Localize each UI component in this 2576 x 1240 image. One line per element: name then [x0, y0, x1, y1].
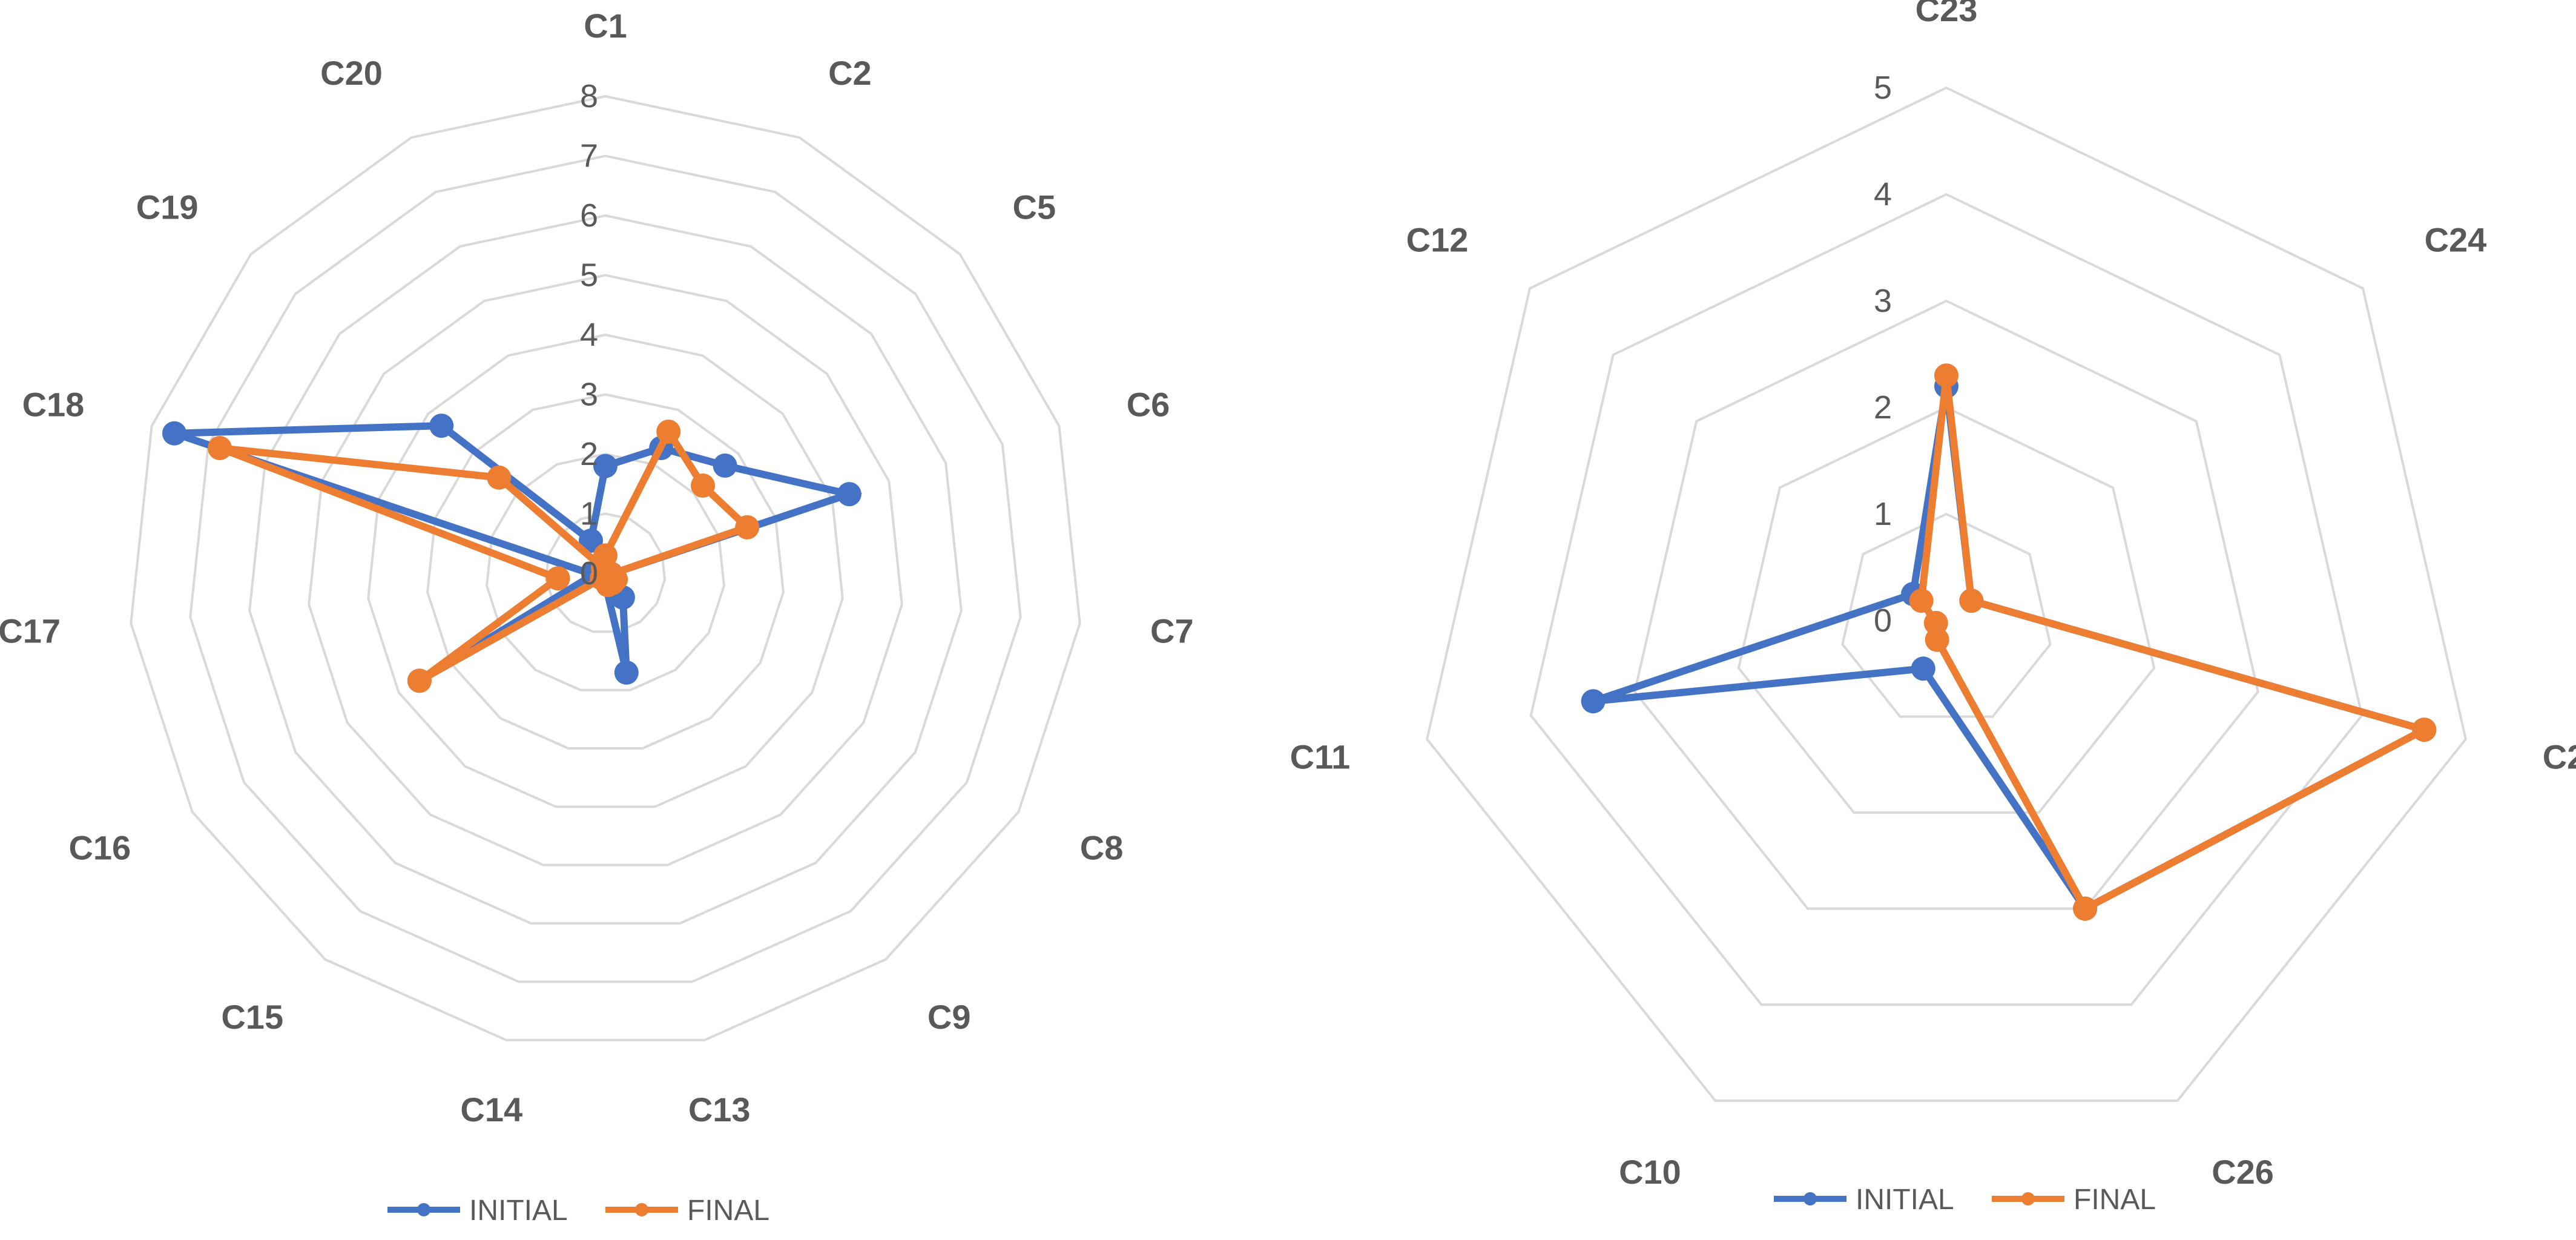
point-initial-c6: [837, 482, 861, 507]
point-initial-c18: [162, 421, 186, 446]
axis-label-c8: C8: [1080, 829, 1124, 867]
point-final-c17: [545, 566, 570, 591]
axis-label-c12: C12: [1406, 220, 1469, 259]
axis-label-c18: C18: [22, 385, 85, 423]
tick-label-8: 8: [580, 78, 598, 114]
point-final-c25: [2412, 717, 2437, 742]
tick-label-7: 7: [580, 138, 598, 174]
axis-label-c2: C2: [828, 54, 872, 92]
grid-ring-1: [544, 512, 667, 633]
axis-label-c16: C16: [68, 829, 131, 867]
legend-marker-final: [635, 1203, 648, 1216]
grid-ring-5: [1425, 86, 2468, 1102]
radar-ticks-right: 0 1 2 3 4 5: [1874, 70, 1892, 639]
tick-label-3: 3: [1874, 283, 1892, 319]
point-initial-c5: [713, 453, 737, 478]
radar-grid-left: [130, 94, 1081, 1041]
axis-label-c5: C5: [1013, 188, 1056, 226]
grid-ring-1: [1841, 512, 2052, 718]
axis-label-c20: C20: [320, 54, 383, 92]
tick-label-0: 0: [580, 555, 598, 592]
axis-label-c1: C1: [584, 7, 627, 45]
grid-ring-7: [189, 154, 1022, 983]
point-initial-c20: [579, 529, 603, 553]
point-final-c5: [691, 473, 715, 498]
grid-ring-4: [1529, 193, 2364, 1006]
point-final-c26: [2073, 896, 2098, 921]
radar-axis-labels-left: C1 C2 C5 C6 C7 C8 C9 C13 C14 C15 C16 C17 C18 C19 C20: [0, 7, 1194, 1129]
legend-label-initial: INITIAL: [1856, 1184, 1954, 1216]
tick-label-2: 2: [580, 436, 598, 472]
axis-label-c17: C17: [0, 612, 61, 650]
tick-label-5: 5: [1874, 70, 1892, 106]
legend-left: INITIAL FINAL: [387, 1195, 769, 1227]
axis-label-c11: C11: [1290, 738, 1351, 776]
point-final-c2: [656, 420, 681, 444]
grid-ring-2: [1737, 406, 2156, 814]
point-initial-c11: [1581, 689, 1606, 714]
axis-label-c24: C24: [2425, 220, 2487, 259]
radar-series-left: [162, 414, 863, 693]
point-final-c20: [591, 556, 615, 580]
tick-label-4: 4: [580, 317, 598, 353]
tick-label-3: 3: [580, 377, 598, 413]
point-final-c19: [487, 465, 512, 490]
legend-label-final: FINAL: [2074, 1184, 2156, 1216]
grid-ring-4: [367, 333, 844, 808]
point-initial-c10: [1911, 656, 1935, 681]
radar-grid-right: [1425, 86, 2468, 1102]
grid-ring-8: [130, 94, 1081, 1041]
legend-marker-final: [2021, 1192, 2035, 1205]
point-final-c16: [407, 668, 432, 693]
axis-label-c25: C25: [2543, 738, 2576, 776]
legend-label-initial: INITIAL: [469, 1195, 568, 1227]
radar-chart-right: 0 1 2 3 4 5 C23 C24 C25 C26 C10 C11 C12 INITIAL FIN…: [1290, 0, 2576, 1216]
grid-ring-3: [1633, 299, 2259, 910]
axis-label-c19: C19: [136, 188, 199, 226]
axis-label-c23: C23: [1916, 0, 1978, 28]
grid-ring-6: [248, 214, 963, 925]
axis-label-c10: C10: [1619, 1153, 1681, 1191]
tick-label-2: 2: [1874, 389, 1892, 426]
point-final-c24: [1959, 589, 1984, 613]
point-final-c23: [1934, 363, 1958, 388]
tick-label-6: 6: [580, 197, 598, 234]
axis-label-c6: C6: [1127, 385, 1170, 423]
point-final-c11: [1923, 610, 1948, 635]
radar-axis-labels-right: C23 C24 C25 C26 C10 C11 C12: [1290, 0, 2576, 1191]
radar-series-right: [1581, 363, 2437, 921]
point-initial-c13: [614, 660, 639, 685]
legend-marker-initial: [1804, 1192, 1817, 1205]
axis-label-c15: C15: [221, 998, 283, 1036]
axis-label-c14: C14: [460, 1090, 522, 1129]
grid-ring-3: [426, 393, 785, 750]
axis-label-c7: C7: [1150, 612, 1194, 650]
tick-label-5: 5: [580, 257, 598, 294]
tick-label-4: 4: [1874, 176, 1892, 213]
point-final-c6: [735, 515, 760, 539]
tick-label-0: 0: [1874, 602, 1892, 639]
axis-label-c13: C13: [688, 1090, 751, 1129]
point-final-c12: [1909, 589, 1934, 613]
legend-label-final: FINAL: [687, 1195, 769, 1227]
point-final-c18: [208, 436, 232, 460]
axis-label-c26: C26: [2212, 1153, 2274, 1191]
grid-ring-2: [486, 452, 725, 691]
legend-right: INITIAL FINAL: [1774, 1184, 2156, 1216]
tick-label-1: 1: [1874, 496, 1892, 532]
tick-label-1: 1: [580, 496, 598, 532]
radar-ticks-left: 0 1 2 3 4 5 6 7 8: [580, 78, 598, 592]
series-initial-line: [173, 422, 863, 684]
point-initial-c1: [593, 453, 618, 478]
axis-label-c9: C9: [927, 998, 971, 1036]
point-initial-c19: [429, 414, 454, 438]
legend-marker-initial: [417, 1203, 430, 1216]
